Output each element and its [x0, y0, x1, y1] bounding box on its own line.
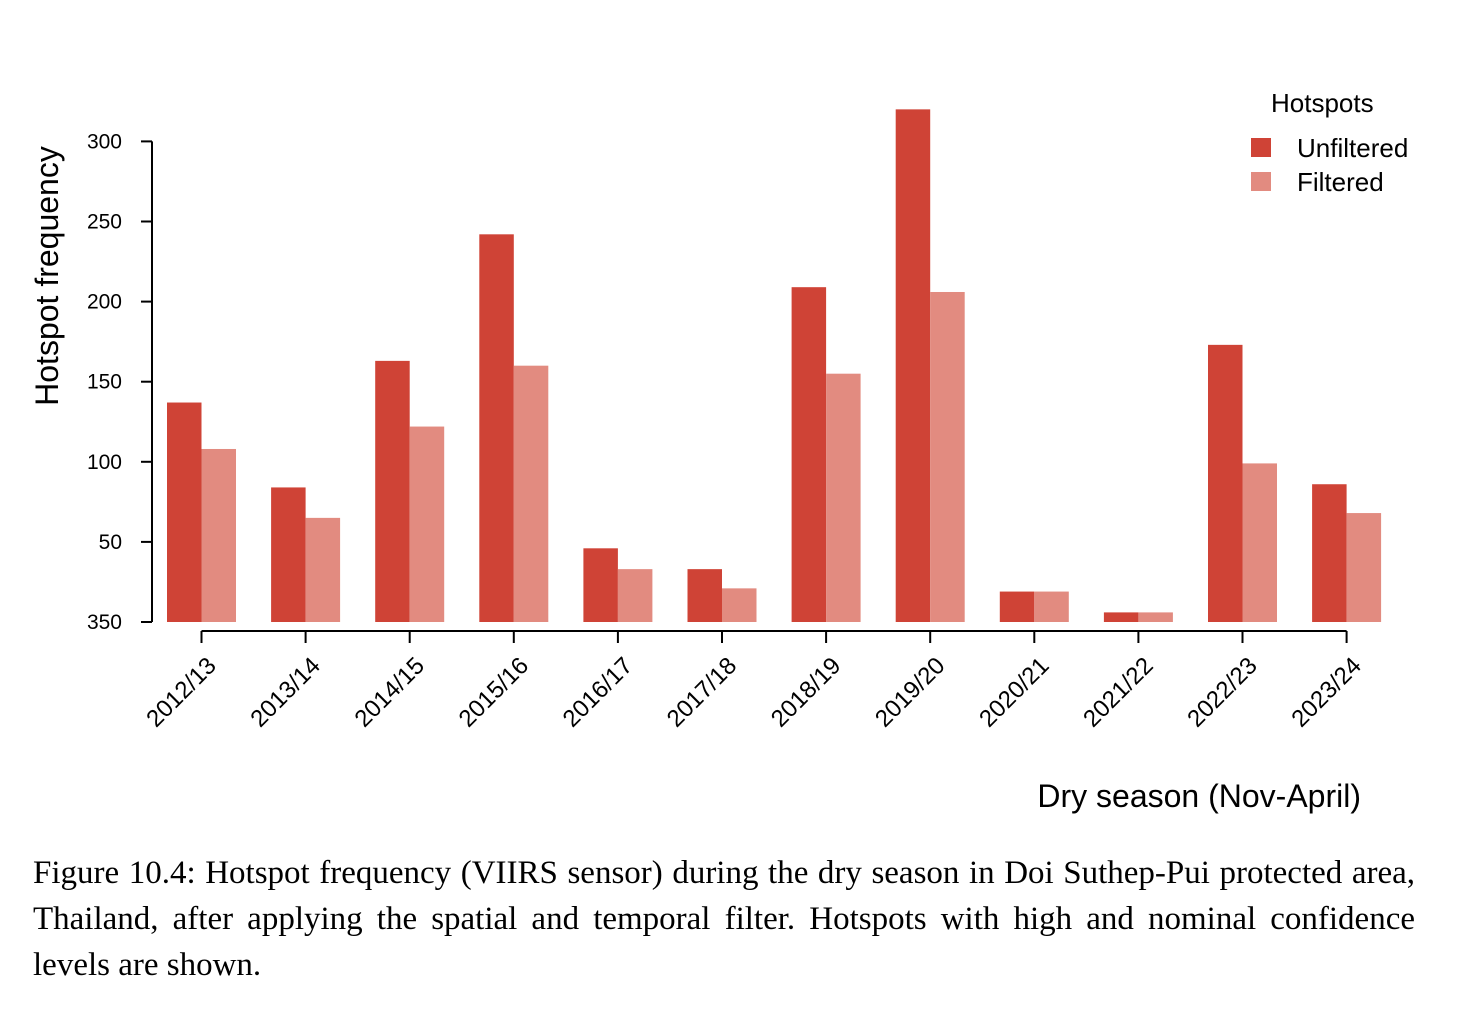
x-tick-label: 2019/20	[870, 652, 950, 732]
bar-filtered	[826, 373, 861, 622]
bar-filtered	[1034, 591, 1069, 622]
x-axis-label: Dry season (Nov-April)	[1037, 778, 1361, 814]
bar-filtered	[305, 517, 341, 622]
y-axis: 350 50 100 150 200 250 300	[87, 130, 153, 634]
x-tick-label: 2014/15	[349, 652, 429, 732]
bar-filtered	[617, 569, 653, 622]
y-tick-label: 100	[87, 451, 122, 474]
bar-unfiltered	[375, 360, 410, 622]
bar-filtered	[722, 588, 757, 622]
bar-unfiltered	[895, 109, 931, 623]
bar-filtered	[201, 448, 236, 622]
bar-unfiltered	[791, 287, 827, 622]
legend-label-unfiltered: Unfiltered	[1297, 133, 1408, 163]
y-tick-label: 250	[87, 211, 122, 234]
bar-unfiltered	[479, 234, 514, 623]
x-tick-label: 2015/16	[454, 652, 534, 732]
bar-unfiltered	[687, 569, 722, 622]
y-tick-label: 150	[87, 371, 122, 394]
bar-unfiltered	[583, 548, 618, 622]
bar-filtered	[513, 365, 549, 622]
y-tick-label: 300	[87, 130, 122, 153]
bar-filtered	[409, 426, 445, 622]
legend: Hotspots Unfiltered Filtered	[1251, 88, 1408, 197]
bar-unfiltered	[999, 591, 1035, 622]
legend-label-filtered: Filtered	[1297, 167, 1384, 197]
x-tick-label: 2022/23	[1182, 652, 1262, 732]
x-tick-label: 2013/14	[245, 652, 325, 732]
bar-unfiltered	[1103, 612, 1139, 622]
legend-swatch-filtered	[1251, 172, 1271, 191]
x-tick-label: 2017/18	[662, 652, 742, 732]
x-tick-label: 2016/17	[558, 652, 638, 732]
bar-unfiltered	[271, 487, 306, 622]
bar-unfiltered	[167, 402, 202, 622]
x-tick-label: 2018/19	[766, 652, 846, 732]
y-tick-label: 50	[99, 531, 122, 554]
x-axis: 2012/13 2013/14 2014/15 2015/16 2016/17 2017/…	[141, 630, 1367, 733]
bar-filtered	[1138, 612, 1173, 622]
x-tick-label: 2023/24	[1286, 652, 1366, 732]
bar-unfiltered	[1208, 344, 1243, 622]
bar-filtered	[930, 291, 965, 622]
y-axis-label: Hotspot frequency	[29, 146, 65, 406]
legend-title: Hotspots	[1271, 88, 1374, 118]
x-tick-label: 2012/13	[141, 652, 221, 732]
bar-unfiltered	[1312, 484, 1347, 622]
bar-filtered	[1346, 513, 1382, 622]
bar-chart: 350 50 100 150 200 250 300 2012/13 2013/14 2014/…	[29, 88, 1408, 814]
y-tick-label: 200	[87, 291, 122, 314]
bar-filtered	[1242, 463, 1277, 622]
legend-swatch-unfiltered	[1251, 138, 1271, 157]
x-tick-label: 2020/21	[974, 652, 1054, 732]
x-tick-label: 2021/22	[1078, 652, 1158, 732]
bars	[167, 109, 1382, 623]
y-tick-label: 350	[87, 611, 122, 634]
figure-caption: Figure 10.4: Hotspot frequency (VIIRS se…	[33, 855, 1415, 983]
